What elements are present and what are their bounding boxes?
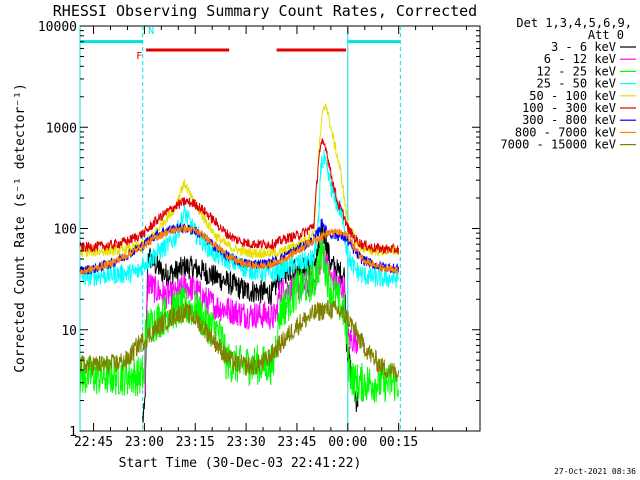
timestamp: 27-Oct-2021 08:36 (554, 467, 636, 476)
legend-label: 800 - 7000 keV (515, 125, 616, 139)
y-tick-label: 10000 (38, 20, 77, 35)
legend-label: 7000 - 15000 keV (500, 138, 616, 152)
flag-label-F: F (136, 51, 142, 62)
flag-label-N: N (148, 26, 154, 37)
legend-label: 25 - 50 keV (537, 77, 616, 91)
x-tick-label: 00:00 (328, 435, 367, 450)
y-axis: 1 10 100 1000 10000 (38, 20, 480, 440)
legend-label: 100 - 300 keV (522, 101, 616, 115)
y-tick-label: 1 (69, 425, 77, 440)
flag-group: FN (80, 26, 401, 62)
series-line-3 (79, 149, 399, 289)
legend-label: 50 - 100 keV (529, 89, 616, 103)
legend-label: 300 - 800 keV (522, 113, 616, 127)
x-tick-label: 00:15 (379, 435, 418, 450)
x-tick-label: 22:45 (74, 435, 113, 450)
x-tick-label: 23:15 (176, 435, 215, 450)
y-tick-label: 10 (61, 324, 77, 339)
series-line-5 (79, 138, 399, 255)
y-tick-label: 1000 (46, 121, 77, 136)
x-tick-label: 23:00 (125, 435, 164, 450)
legend-header-line1: Det 1,3,4,5,6,9, (516, 16, 632, 30)
series-line-4 (79, 103, 399, 260)
x-axis-label: Start Time (30-Dec-03 22:41:22) (119, 456, 362, 471)
y-axis-label: Corrected Count Rate (s⁻¹ detector⁻¹) (13, 83, 28, 373)
series-line-8 (79, 299, 399, 382)
legend-label: 6 - 12 keV (544, 52, 616, 66)
y-tick-label: 100 (54, 223, 77, 238)
x-tick-label: 23:30 (227, 435, 266, 450)
x-axis: 22:45 23:00 23:15 23:30 23:45 00:00 00:15 (74, 26, 467, 450)
series-group (79, 103, 399, 423)
chart-title: RHESSI Observing Summary Count Rates, Co… (53, 2, 477, 20)
x-tick-label: 23:45 (277, 435, 316, 450)
legend-header-line2: Att 0 (588, 28, 624, 42)
series-line-7 (79, 223, 399, 276)
legend-label: 3 - 6 keV (551, 40, 616, 54)
legend-label: 12 - 25 keV (537, 64, 616, 78)
